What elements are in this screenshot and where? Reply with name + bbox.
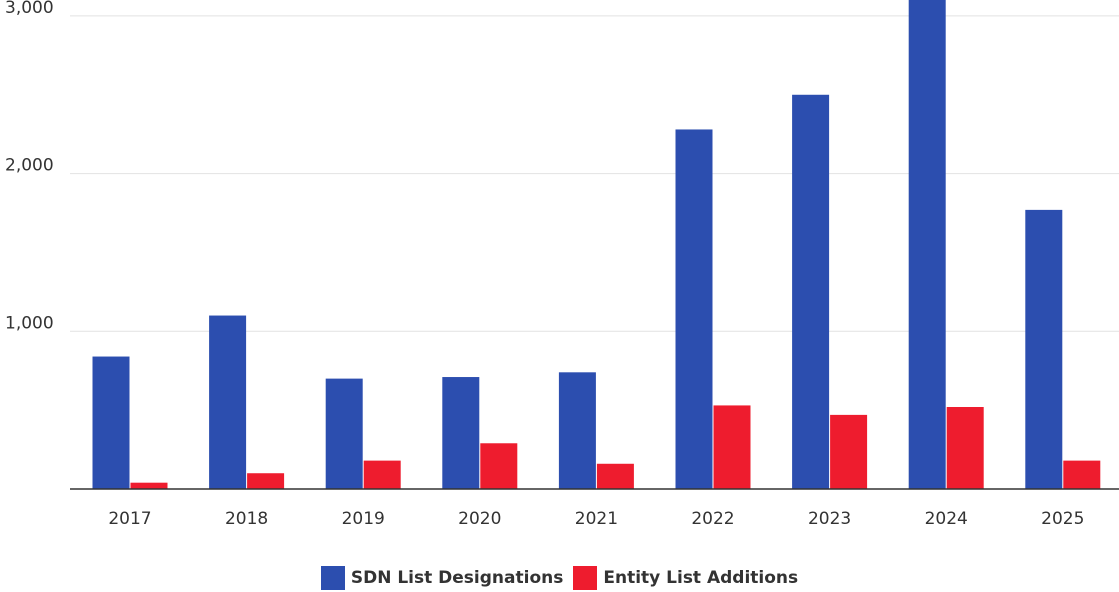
- x-tick-label: 2025: [1041, 509, 1084, 529]
- bar-sdn[interactable]: [325, 378, 363, 489]
- y-tick-label: 2,000: [5, 156, 54, 176]
- bar-entity[interactable]: [480, 443, 518, 489]
- x-tick-label: 2019: [342, 509, 385, 529]
- x-tick-label: 2022: [691, 509, 734, 529]
- legend-swatch-sdn: [320, 566, 345, 590]
- x-tick-label: 2021: [575, 509, 618, 529]
- bar-entity[interactable]: [596, 463, 634, 489]
- bar-sdn[interactable]: [1025, 209, 1063, 489]
- legend-item-entity[interactable]: Entity List Additions: [573, 566, 798, 590]
- bars: [92, 0, 1101, 490]
- x-tick-label: 2018: [225, 509, 268, 529]
- bar-entity[interactable]: [830, 414, 868, 489]
- x-tick-label: 2017: [108, 509, 151, 529]
- legend-item-sdn[interactable]: SDN List Designations: [320, 566, 564, 590]
- bar-entity[interactable]: [713, 405, 751, 489]
- bar-entity[interactable]: [363, 460, 401, 489]
- bar-sdn[interactable]: [558, 372, 596, 489]
- bar-entity[interactable]: [1063, 460, 1101, 489]
- x-axis: 2017 2018 2019 2020 2021 2022 2023 2024 2025: [108, 509, 1084, 529]
- x-tick-label: 2023: [808, 509, 851, 529]
- bar-entity[interactable]: [130, 482, 168, 489]
- legend-label-entity: Entity List Additions: [603, 568, 799, 588]
- bar-sdn[interactable]: [442, 377, 480, 489]
- bar-sdn[interactable]: [908, 0, 946, 490]
- x-tick-label: 2020: [458, 509, 501, 529]
- legend-label-sdn: SDN List Designations: [350, 568, 564, 588]
- y-tick-label: 3,000: [5, 0, 54, 18]
- legend: SDN List Designations Entity List Additi…: [0, 566, 1119, 590]
- legend-swatch-entity: [573, 566, 598, 590]
- bar-sdn[interactable]: [209, 315, 247, 489]
- y-axis: 1,000 2,000 3,000: [5, 0, 54, 333]
- bar-sdn[interactable]: [675, 129, 713, 489]
- x-tick-label: 2024: [925, 509, 968, 529]
- bar-chart: 1,000 2,000 3,000 2017 2018 2019 2020 2021 2022…: [5, 0, 1119, 529]
- bar-sdn[interactable]: [792, 94, 830, 490]
- bar-entity[interactable]: [247, 473, 285, 489]
- gridlines: [70, 15, 1119, 332]
- y-tick-label: 1,000: [5, 313, 54, 333]
- bar-sdn[interactable]: [92, 356, 130, 489]
- bar-entity[interactable]: [946, 407, 984, 489]
